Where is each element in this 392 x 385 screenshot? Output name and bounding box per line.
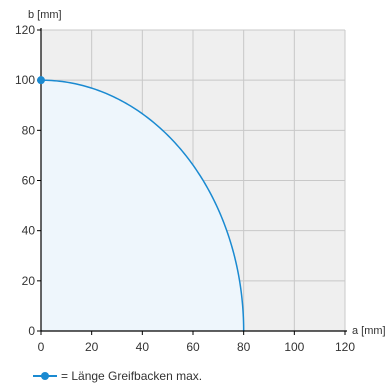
y-tick-label: 100 [15,73,35,87]
series-line [40,79,245,332]
x-tick-label: 60 [186,340,200,354]
feasible-area [41,80,244,331]
x-tick-label: 40 [136,340,150,354]
x-tick-label: 120 [335,340,355,354]
y-axis-title: b [mm] [28,9,62,21]
x-tick-label: 20 [85,340,99,354]
x-tick-label: 80 [237,340,251,354]
y-tick-label: 20 [22,274,36,288]
legend: = Länge Greifbacken max. [33,369,202,383]
tick-labels: 0 20 40 60 80 100 120 0 20 40 60 80 100 120 [15,23,355,354]
legend-label: = Länge Greifbacken max. [61,369,202,383]
x-tick-label: 0 [38,340,45,354]
legend-marker [41,372,49,380]
y-tick-label: 40 [22,224,36,238]
series-marker-point [37,76,45,85]
y-tick-label: 0 [28,324,35,338]
y-tick-label: 60 [22,174,36,188]
y-tick-label: 120 [15,23,35,37]
x-axis-title: a [mm] [352,325,386,337]
y-tick-label: 80 [22,123,36,137]
x-tick-label: 100 [284,340,304,354]
